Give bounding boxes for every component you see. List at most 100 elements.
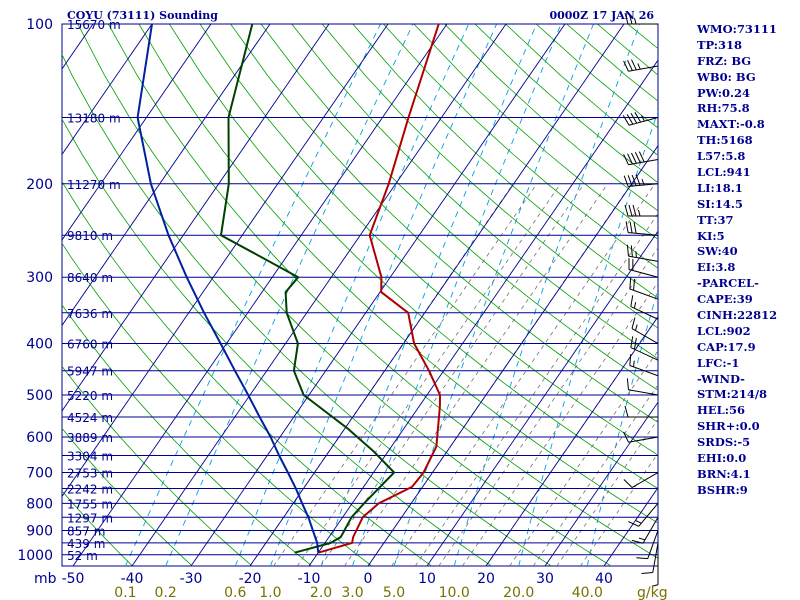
wind-barb-half (635, 324, 638, 331)
wind-barb-flag (624, 204, 629, 217)
index-item: BRN:4.1 (697, 466, 751, 481)
wind-barb-flag (631, 317, 636, 329)
height-label: 7636 m (67, 307, 113, 321)
wind-barb (623, 431, 659, 443)
mixing-ratio-label: 40.0 (572, 585, 603, 600)
pressure-label: 1000 (17, 548, 53, 564)
mixing-ratio-unit: g/kg (637, 585, 668, 600)
height-label: 857 m (67, 524, 105, 538)
isotherms (0, 24, 658, 566)
wind-barb-half (633, 360, 635, 367)
index-item: LCL:941 (697, 165, 751, 180)
dry-adiabat-line (62, 490, 133, 566)
wind-barb-staff (652, 542, 659, 573)
wind-barb-flag (624, 12, 629, 25)
wind-barb-flag (631, 539, 644, 544)
index-item: LI:18.1 (697, 180, 743, 195)
wind-barb-staff (628, 255, 659, 262)
wind-barb-staff (629, 365, 659, 377)
mixing-ratio-line (586, 287, 658, 566)
wind-barb-flag (629, 221, 633, 234)
wind-barb-half (635, 520, 642, 524)
dry-adiabat-line (321, 24, 658, 329)
dry-adiabat-line (230, 24, 658, 423)
wind-barbs (622, 12, 659, 587)
valid-time: 0000Z 17 JAN 26 (549, 9, 654, 22)
isotherm-line (544, 401, 658, 566)
height-label: 52 m (67, 549, 98, 563)
temperature-tick-label: 30 (536, 571, 554, 587)
wind-barb-staff (628, 268, 659, 278)
wind-barb-flag (627, 175, 633, 187)
isotherm-line (131, 24, 507, 566)
dry-adiabat-line (62, 304, 313, 566)
index-item: STM:214/8 (697, 387, 768, 402)
dry-adiabat-line (260, 24, 658, 391)
index-item: EHI:0.0 (697, 451, 747, 466)
mixing-ratio-label: 10.0 (439, 585, 470, 600)
moist-adiabat-line (509, 349, 658, 566)
wind-barb-flag (623, 479, 633, 488)
dry-adiabat-line (62, 118, 492, 566)
wind-barb-flag (629, 277, 632, 289)
height-label: 439 m (67, 537, 105, 551)
mixing-ratio-label: 0.1 (114, 585, 136, 600)
wind-barb-flag (630, 336, 634, 348)
index-item: LFC:-1 (697, 355, 740, 370)
wind-barb-staff (642, 517, 659, 544)
wind-barb (623, 472, 659, 488)
isotherm-line (72, 24, 448, 566)
wind-barb-flag (625, 221, 629, 233)
wind-barb (631, 317, 659, 344)
height-label: 2242 m (67, 482, 113, 496)
wind-barb-staff (628, 158, 659, 166)
height-label: 8640 m (67, 271, 113, 285)
profiles (136, 24, 441, 554)
mixing-ratio-label: 0.6 (224, 585, 246, 600)
moist-adiabat-line (344, 183, 609, 566)
wind-barb (624, 12, 658, 25)
isotherm-line (308, 59, 658, 566)
wind-barb-flag (623, 60, 629, 72)
index-item: BSHR:9 (697, 482, 748, 497)
index-item: TH:5168 (697, 133, 753, 148)
wind-barb (623, 59, 659, 72)
temperature-tick-label: 0 (364, 571, 373, 587)
index-item: CINH:22812 (697, 308, 778, 323)
pressure-label: 600 (26, 430, 53, 446)
moist-adiabat-line (556, 418, 658, 566)
wind-barb-half (637, 63, 641, 70)
wind-barb (623, 151, 659, 166)
height-label: 9810 m (67, 229, 113, 243)
wind-barb-flag (633, 337, 637, 350)
wind-barb-flag (629, 354, 632, 366)
wind-barb (624, 405, 658, 418)
index-item: HEL:56 (697, 403, 745, 418)
height-label: 1297 m (67, 511, 113, 525)
wind-barb-staff (630, 347, 659, 361)
height-label: 11270 m (67, 178, 121, 192)
wind-barb-half (634, 17, 637, 25)
wind-barb-flag (641, 571, 653, 575)
height-label: 5220 m (67, 389, 113, 403)
temperature-tick-label: -40 (121, 571, 144, 587)
isotherm-line (0, 24, 34, 566)
wind-barb-staff (628, 436, 659, 443)
wind-barb-flag (632, 204, 637, 217)
wind-barb (629, 354, 659, 377)
wind-barb-flag (628, 521, 639, 527)
wind-barb-half (641, 115, 645, 122)
wind-barb-flag (636, 557, 648, 560)
mixing-ratio-label: 20.0 (503, 585, 534, 600)
wind-barb-flag (634, 152, 641, 163)
mixing-ratio-labels: 0.1 0.2 0.6 1.0 2.0 3.0 5.0 10.0 20.0 40.0 (114, 585, 603, 600)
index-item: CAPE:39 (697, 292, 753, 307)
dry-adiabat-line (352, 24, 658, 299)
wind-barb-flag (634, 112, 642, 123)
wind-barb-half (633, 302, 637, 309)
index-item: PW:0.24 (697, 85, 751, 100)
wind-barb-staff (631, 328, 659, 344)
index-item: MAXT:-0.8 (697, 117, 765, 132)
wind-barb-staff (647, 530, 659, 559)
wind-barb-flag (630, 245, 633, 257)
